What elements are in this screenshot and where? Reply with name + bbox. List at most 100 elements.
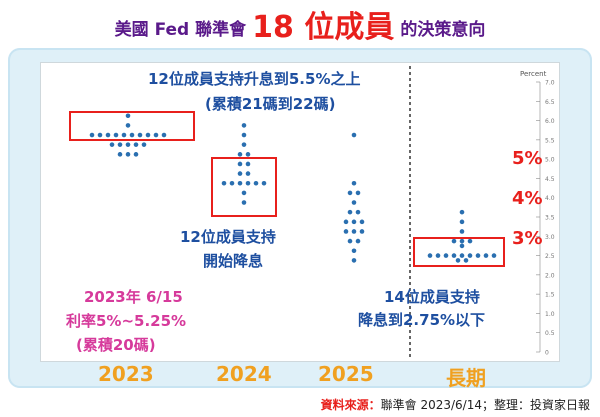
data-dot-2024 [241,200,247,205]
data-dot-2025 [347,238,353,244]
data-dot-長期 [451,253,457,258]
data-dot-長期 [483,253,489,258]
data-dot-2024 [237,152,243,157]
data-dot-2024 [221,180,227,186]
data-dot-2025 [359,219,365,225]
data-dot-長期 [455,258,461,263]
data-dot-長期 [459,209,465,215]
annotation-mid-line1: 12位成員支持 [180,228,276,246]
data-dot-2025 [343,229,349,234]
source-text: 聯準會 2023/6/14；整理：投資家日報 [380,398,590,412]
data-dot-2023 [105,132,111,138]
y-tick-label: 5.5 [545,137,555,144]
year-label-2023: 2023 [98,362,154,386]
data-dot-2023 [89,132,95,138]
data-dot-2025 [355,209,361,215]
annotation-top-line2: (累積21碼到22碼) [205,95,336,113]
annotation-3pct: 3% [512,228,543,249]
annotation-4pct: 4% [512,188,543,209]
data-dot-2024 [241,123,247,128]
annotation-left-line2: 利率5%~5.25% [66,312,187,330]
data-dot-2023 [109,142,115,147]
data-dot-2024 [245,152,251,157]
y-tick-label: 6.0 [545,118,555,125]
data-dot-2025 [351,132,357,138]
data-dot-2025 [351,219,357,225]
y-tick-label: 7.0 [545,80,555,87]
highlight-box-2023 [69,111,195,141]
data-dot-長期 [443,253,449,258]
data-dot-2023 [125,123,131,128]
y-tick-label: 4.5 [545,176,555,183]
annotation-mid-line2: 開始降息 [203,252,264,270]
data-dot-2025 [351,258,357,263]
y-tick-label: 5.0 [545,157,555,164]
data-dot-2023 [129,132,135,138]
page-title: 美國 Fed 聯準會 18 位成員 的決策意向 [0,4,600,46]
data-dot-長期 [459,243,465,249]
data-dot-2023 [137,132,143,138]
data-dot-2023 [141,142,147,147]
highlight-box-longrun [413,237,505,267]
data-dot-2023 [117,152,123,157]
data-dot-2024 [261,180,267,186]
data-dot-2025 [347,190,353,196]
data-dot-2024 [245,161,251,167]
y-tick-label: 6.5 [545,99,555,106]
data-dot-長期 [459,253,465,258]
data-dot-2023 [113,132,119,138]
data-dot-長期 [463,258,469,263]
data-dot-2024 [245,180,251,186]
data-dot-長期 [467,253,473,258]
y-tick-label: 2.5 [545,253,555,260]
data-dot-2023 [161,132,167,138]
y-tick-label: 1.5 [545,292,555,299]
data-dot-2025 [355,238,361,244]
data-dot-長期 [451,238,457,244]
data-dot-2025 [355,190,361,196]
data-dot-2025 [351,200,357,205]
annotation-5pct: 5% [512,148,543,169]
y-tick-label: 3.5 [545,215,555,222]
source-label: 資料來源： [320,398,381,412]
data-dot-2023 [133,152,139,157]
data-dot-2023 [117,142,123,147]
year-label-longrun: 長期 [446,366,486,390]
data-dot-2023 [125,113,131,119]
data-dot-2023 [97,132,103,138]
data-dot-2025 [343,219,349,225]
y-tick-label: 2.0 [545,272,555,279]
data-dot-2025 [351,180,357,186]
data-dot-長期 [427,253,433,258]
y-tick-label: 3.0 [545,234,555,241]
data-dot-2023 [153,132,159,138]
year-label-2025: 2025 [318,362,374,386]
annotation-right-line2: 降息到2.75%以下 [358,311,486,329]
title-part3: 的決策意向 [400,20,486,40]
data-dot-長期 [459,229,465,234]
data-dot-長期 [467,238,473,244]
year-label-2024: 2024 [216,362,272,386]
data-dot-2024 [241,132,247,138]
title-part2: 18 位成員 [252,10,395,45]
annotation-top-line1: 12位成員支持升息到5.5%之上 [148,70,361,88]
data-dot-2025 [351,229,357,234]
data-dot-2024 [237,171,243,176]
title-part1: 美國 Fed 聯準會 [114,20,247,40]
annotation-left-line3: (累積20碼) [76,336,156,354]
data-dot-2024 [245,171,251,176]
data-dot-2025 [347,209,353,215]
data-dot-長期 [435,253,441,258]
data-dot-2023 [125,152,131,157]
data-dot-2024 [237,161,243,167]
data-dot-2024 [241,190,247,196]
y-axis-label: Percent [520,70,547,78]
data-dot-2024 [241,142,247,147]
y-tick-label: 1.0 [545,311,555,318]
source-line: 資料來源：聯準會 2023/6/14；整理：投資家日報 [321,396,590,413]
data-dot-長期 [459,219,465,225]
y-tick-label: 4.0 [545,195,555,202]
data-dot-2023 [125,142,131,147]
data-dot-長期 [491,253,497,258]
